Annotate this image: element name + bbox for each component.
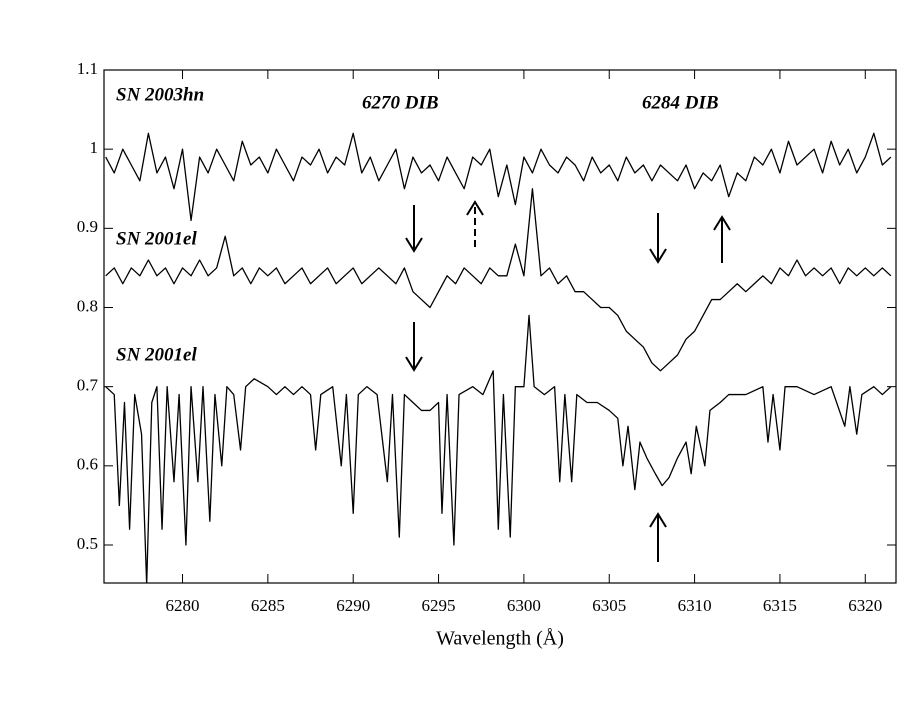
arrow-head [466,200,484,216]
arrows [405,200,731,562]
annotation: 6284 DIB [642,92,719,113]
y-tick-label: 0.8 [77,296,98,315]
x-tick-label: 6280 [166,596,200,615]
series-label: SN 2001el [116,344,197,365]
x-tick-label: 6290 [336,596,370,615]
y-tick-label: 0.9 [77,217,98,236]
arrow-up [713,215,731,263]
spectrum-line [105,314,892,583]
x-tick-label: 6320 [848,596,882,615]
arrow-down [649,213,667,264]
x-tick-label: 6310 [678,596,712,615]
series-label: SN 2001el [116,228,197,249]
y-tick-label: 0.7 [77,376,99,395]
arrow-down [405,322,423,372]
annotation: 6270 DIB [362,92,439,113]
plot-area [105,132,892,583]
x-tick-label: 6315 [763,596,797,615]
x-tick-label: 6295 [422,596,456,615]
y-tick-label: 1.1 [77,59,98,78]
x-tick-label: 6300 [507,596,541,615]
arrow-up [649,512,667,562]
plot-frame [103,69,897,584]
x-tick-label: 6285 [251,596,285,615]
arrow-down [405,205,423,253]
spectrum-line [105,132,892,222]
x-tick-label: 6305 [592,596,626,615]
spectrum-line [105,188,892,372]
x-axis-label: Wavelength (Å) [436,628,564,650]
series-label: SN 2003hn [116,84,204,105]
y-tick-label: 0.6 [77,455,98,474]
y-tick-label: 0.5 [77,534,98,553]
y-tick-label: 1 [90,138,99,157]
